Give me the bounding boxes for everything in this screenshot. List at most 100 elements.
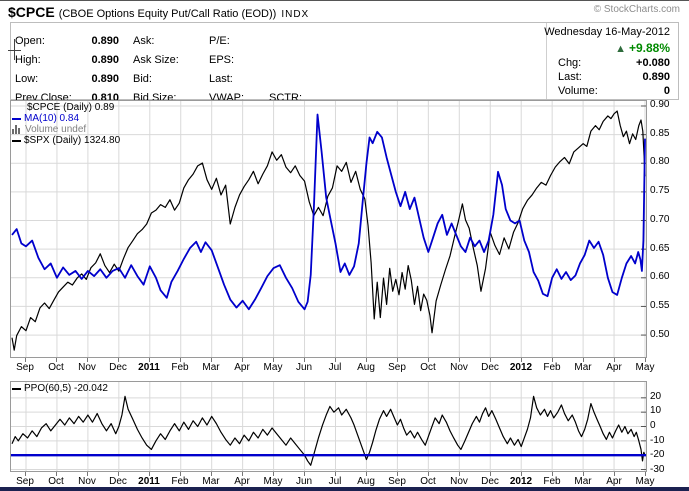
x-axis-tick: [25, 358, 26, 362]
x-axis-month-label: Dec: [481, 476, 499, 487]
x-axis-tick: [366, 472, 367, 476]
quote-field-label: Ask Size:: [133, 54, 179, 66]
window-bottom-bar: [0, 487, 689, 491]
change-percent-value: +9.88%: [628, 41, 670, 55]
x-axis-month-label: Nov: [78, 476, 96, 487]
y-axis-tick-label: -10: [650, 434, 665, 446]
y-axis-tick-label: 0.85: [650, 127, 670, 139]
x-axis-tick: [614, 358, 615, 362]
x-axis-tick: [521, 358, 522, 362]
x-axis-month-label: Apr: [234, 476, 250, 487]
x-axis-tick: [397, 472, 398, 476]
x-axis-tick: [118, 472, 119, 476]
main-chart-legend: $CPCE (Daily) 0.89 MA(10) 0.84 Volume unde…: [12, 102, 120, 146]
x-axis-months-bottom: Sep Oct Nov Dec 2011 Feb Mar Apr May Jun Jul Aug Sep…: [0, 472, 689, 488]
x-axis-month-label: May: [635, 476, 655, 487]
x-axis-month-label: Feb: [171, 362, 189, 373]
x-axis-tick: [552, 358, 553, 362]
y-axis-tick-label: 0: [650, 420, 656, 431]
x-axis-month-label: Oct: [420, 362, 436, 373]
x-axis-month-label: Mar: [574, 476, 592, 487]
x-axis-tick: [242, 472, 243, 476]
stat-label: Chg:: [558, 57, 582, 69]
x-axis-tick: [645, 358, 646, 362]
-spx-daily--line: [11, 110, 646, 351]
x-axis-tick: [614, 472, 615, 476]
legend-label: PPO(60,5) -20.042: [24, 383, 108, 394]
x-axis-tick: [366, 358, 367, 362]
x-axis-tick: [56, 358, 57, 362]
mouse-crosshair-icon: [14, 39, 15, 60]
x-axis-tick: [490, 472, 491, 476]
legend-label: $SPX (Daily) 1324.80: [24, 135, 121, 146]
x-axis-month-label: Feb: [543, 362, 561, 373]
x-axis-month-label: May: [263, 362, 283, 373]
ppo-legend: PPO(60,5) -20.042: [12, 383, 108, 394]
x-axis-month-label: Dec: [109, 476, 127, 487]
y-axis-tick-label: 0.90: [650, 99, 670, 111]
x-axis-month-label: Jun: [295, 362, 313, 373]
y-axis-tick-label: 0.70: [650, 213, 670, 225]
x-axis-month-label: Apr: [606, 362, 622, 373]
quote-field-value: 0.890: [91, 73, 119, 85]
y-axis-tick-label: 0.50: [650, 328, 670, 340]
x-axis-month-label: Nov: [450, 362, 468, 373]
quote-row: High: 0.890 Ask Size: EPS:: [15, 54, 267, 67]
x-axis-month-label: Dec: [109, 362, 127, 373]
up-triangle-icon: ▲: [615, 43, 626, 55]
quote-field-label: Bid:: [133, 73, 152, 85]
x-axis-tick: [490, 358, 491, 362]
legend-item: PPO(60,5) -20.042: [12, 383, 108, 394]
quote-row: Low: 0.890 Bid: Last:: [15, 73, 267, 86]
legend-item: Volume undef: [12, 124, 120, 135]
quote-row: Open: 0.890 Ask: P/E:: [15, 35, 267, 48]
x-axis-tick: [428, 358, 429, 362]
x-axis-month-label: 2012: [509, 476, 533, 487]
x-axis-tick: [273, 358, 274, 362]
x-axis-month-label: Oct: [48, 476, 64, 487]
volume-bars-icon: [12, 125, 22, 134]
x-axis-tick: [335, 472, 336, 476]
x-axis-month-label: Sep: [16, 362, 34, 373]
x-axis-tick: [273, 472, 274, 476]
x-axis-month-label: Sep: [16, 476, 34, 487]
x-axis-month-label: Nov: [78, 362, 96, 373]
quote-field-value: 0.890: [91, 54, 119, 66]
stat-value: 0.890: [642, 71, 670, 83]
x-axis-month-label: May: [263, 476, 283, 487]
x-axis-tick: [87, 358, 88, 362]
x-axis-tick: [149, 358, 150, 362]
y-axis-tick-label: -30: [650, 463, 665, 475]
main-chart-canvas: [11, 101, 646, 357]
legend-line-swatch-icon: [12, 117, 21, 120]
x-axis-tick: [428, 472, 429, 476]
quote-date-label: Wednesday 16-May-2012: [544, 26, 670, 38]
x-axis-tick: [56, 472, 57, 476]
chart-header: $CPCE (CBOE Options Equity Put/Call Ratio…: [8, 4, 309, 20]
x-axis-month-label: Mar: [202, 476, 220, 487]
legend-item: $SPX (Daily) 1324.80: [12, 135, 120, 146]
quote-field-label: P/E:: [209, 35, 230, 47]
x-axis-tick: [118, 358, 119, 362]
window-top-edge: [0, 0, 689, 1]
x-axis-tick: [211, 472, 212, 476]
legend-line-swatch-icon: [12, 139, 21, 142]
x-axis-tick: [335, 358, 336, 362]
x-axis-month-label: May: [635, 362, 655, 373]
copyright-label: © StockCharts.com: [593, 4, 680, 15]
x-axis-month-label: Sep: [388, 362, 406, 373]
x-axis-tick: [397, 358, 398, 362]
quote-stat-row: Chg: +0.080: [558, 57, 670, 69]
x-axis-month-label: Dec: [481, 362, 499, 373]
x-axis-tick: [552, 472, 553, 476]
quote-field-label: Open:: [15, 35, 45, 47]
x-axis-tick: [304, 472, 305, 476]
x-axis-month-label: Nov: [450, 476, 468, 487]
y-axis-tick-label: 20: [650, 390, 662, 402]
change-percent: ▲ +9.88%: [615, 41, 670, 55]
x-axis-tick: [211, 358, 212, 362]
quote-panel: Open: 0.890 Ask: P/E: High: 0.890 Ask Size: EP…: [10, 22, 679, 104]
stat-label: Last:: [558, 71, 582, 83]
x-axis-month-label: Jun: [295, 476, 313, 487]
quote-field-label: EPS:: [209, 54, 235, 66]
